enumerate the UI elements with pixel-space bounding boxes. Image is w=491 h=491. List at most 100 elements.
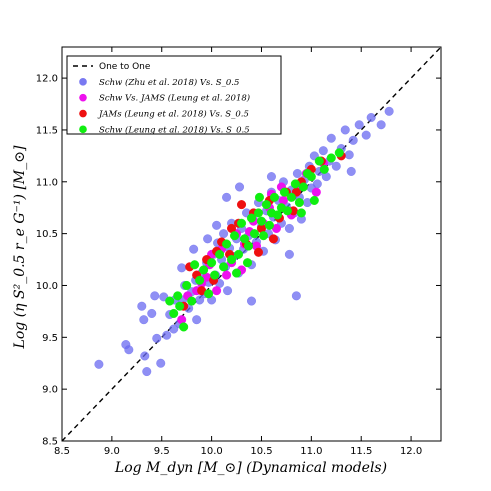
data-point <box>207 258 217 268</box>
data-point <box>156 358 166 368</box>
axis-ticks: 8.5 9.0 9.5 10.0 10.5 11.0 11.5 12.0 8.5 9.0 9.5 10… <box>36 47 441 457</box>
y-tick-label: 11.5 <box>36 125 58 136</box>
data-point <box>236 200 247 210</box>
data-point <box>124 345 134 355</box>
data-point <box>147 308 157 319</box>
y-tick-label: 11.0 <box>36 177 58 188</box>
data-point <box>331 161 341 171</box>
data-point <box>334 148 344 158</box>
legend-marker <box>79 125 87 134</box>
data-point <box>187 296 197 306</box>
data-point <box>152 333 162 343</box>
x-tick-label: 12.0 <box>400 446 422 457</box>
data-point <box>258 231 269 241</box>
y-tick-label: 8.5 <box>42 437 58 448</box>
data-point <box>291 291 301 301</box>
data-point <box>233 249 244 259</box>
data-point <box>169 324 179 334</box>
data-point <box>234 182 245 192</box>
data-point <box>94 359 104 369</box>
data-point <box>376 120 386 130</box>
data-point <box>318 146 328 156</box>
data-point <box>190 260 200 270</box>
data-point <box>243 241 254 251</box>
x-tick-label: 9.5 <box>154 446 170 457</box>
series-3 <box>165 148 344 332</box>
y-tick-label: 10.0 <box>36 281 58 292</box>
legend-marker <box>79 78 87 86</box>
x-tick-label: 11.0 <box>300 446 322 457</box>
data-point <box>298 182 308 192</box>
y-tick-label: 9.5 <box>42 333 58 344</box>
data-point <box>348 135 358 145</box>
data-point <box>199 265 209 275</box>
legend-marker <box>79 109 87 118</box>
data-point <box>189 244 199 254</box>
y-tick-label: 10.5 <box>36 229 58 240</box>
x-axis-label: Log M_dyn [M_⊙] (Dynamical models) <box>114 460 387 476</box>
data-point <box>212 220 222 230</box>
data-point <box>314 156 324 166</box>
data-point <box>254 192 265 202</box>
data-point <box>312 179 322 189</box>
data-point <box>268 234 278 244</box>
data-point <box>261 200 272 210</box>
data-point <box>256 216 267 226</box>
data-point <box>162 330 172 340</box>
data-point <box>173 291 183 301</box>
x-tick-label: 10.0 <box>200 446 222 457</box>
data-point <box>279 187 289 197</box>
data-point <box>296 208 306 218</box>
data-point <box>294 197 304 208</box>
legend: One to One Schw (Zhu et al. 2018) Vs. S_0… <box>66 55 282 135</box>
data-point <box>253 208 264 218</box>
data-point <box>239 234 250 244</box>
legend-label: JAMs (Leung et al. 2018) Vs. S_0.5 <box>97 109 249 120</box>
data-point <box>169 308 179 319</box>
data-point <box>253 247 264 257</box>
data-point <box>286 192 296 202</box>
data-point <box>192 315 202 325</box>
data-point <box>222 270 232 280</box>
x-tick-label: 9.0 <box>104 446 120 457</box>
plot-area-border <box>61 46 442 442</box>
data-point <box>222 192 232 202</box>
y-tick-label: 9.0 <box>42 385 58 396</box>
data-point <box>227 255 237 265</box>
data-point <box>269 192 279 202</box>
y-axis-label: Log (η S²_0.5 r_e G⁻¹) [M_⊙] <box>12 145 28 349</box>
plot-frame <box>61 46 442 442</box>
data-point <box>344 150 354 160</box>
data-point <box>137 301 147 311</box>
data-point <box>195 275 205 285</box>
x-tick-label: 11.5 <box>350 446 372 457</box>
legend-label: One to One <box>99 62 151 72</box>
data-point <box>264 220 275 230</box>
legend-label: Schw (Leung et al. 2018) Vs. S_0.5 <box>99 124 250 135</box>
data-point <box>182 280 192 291</box>
data-point <box>311 187 321 197</box>
data-point <box>366 112 376 123</box>
data-point <box>229 231 240 241</box>
data-point <box>242 258 253 268</box>
data-points-layer <box>94 106 394 377</box>
data-point <box>219 229 229 239</box>
legend-marker <box>79 93 87 102</box>
data-point <box>292 168 302 179</box>
x-tick-label: 10.5 <box>250 446 272 457</box>
data-point <box>272 210 282 220</box>
data-point <box>246 296 257 306</box>
data-point <box>309 195 319 206</box>
data-point <box>203 234 213 244</box>
data-point <box>215 249 225 259</box>
data-point <box>175 301 185 311</box>
data-point <box>236 218 247 228</box>
data-point <box>384 106 394 116</box>
x-tick-label: 8.5 <box>54 446 70 457</box>
data-point <box>179 322 189 332</box>
legend-label: Schw Vs. JAMS (Leung et al. 2018) <box>99 93 250 104</box>
data-point <box>210 270 220 280</box>
data-point <box>212 286 222 296</box>
data-point <box>219 262 229 272</box>
data-point <box>340 125 350 135</box>
